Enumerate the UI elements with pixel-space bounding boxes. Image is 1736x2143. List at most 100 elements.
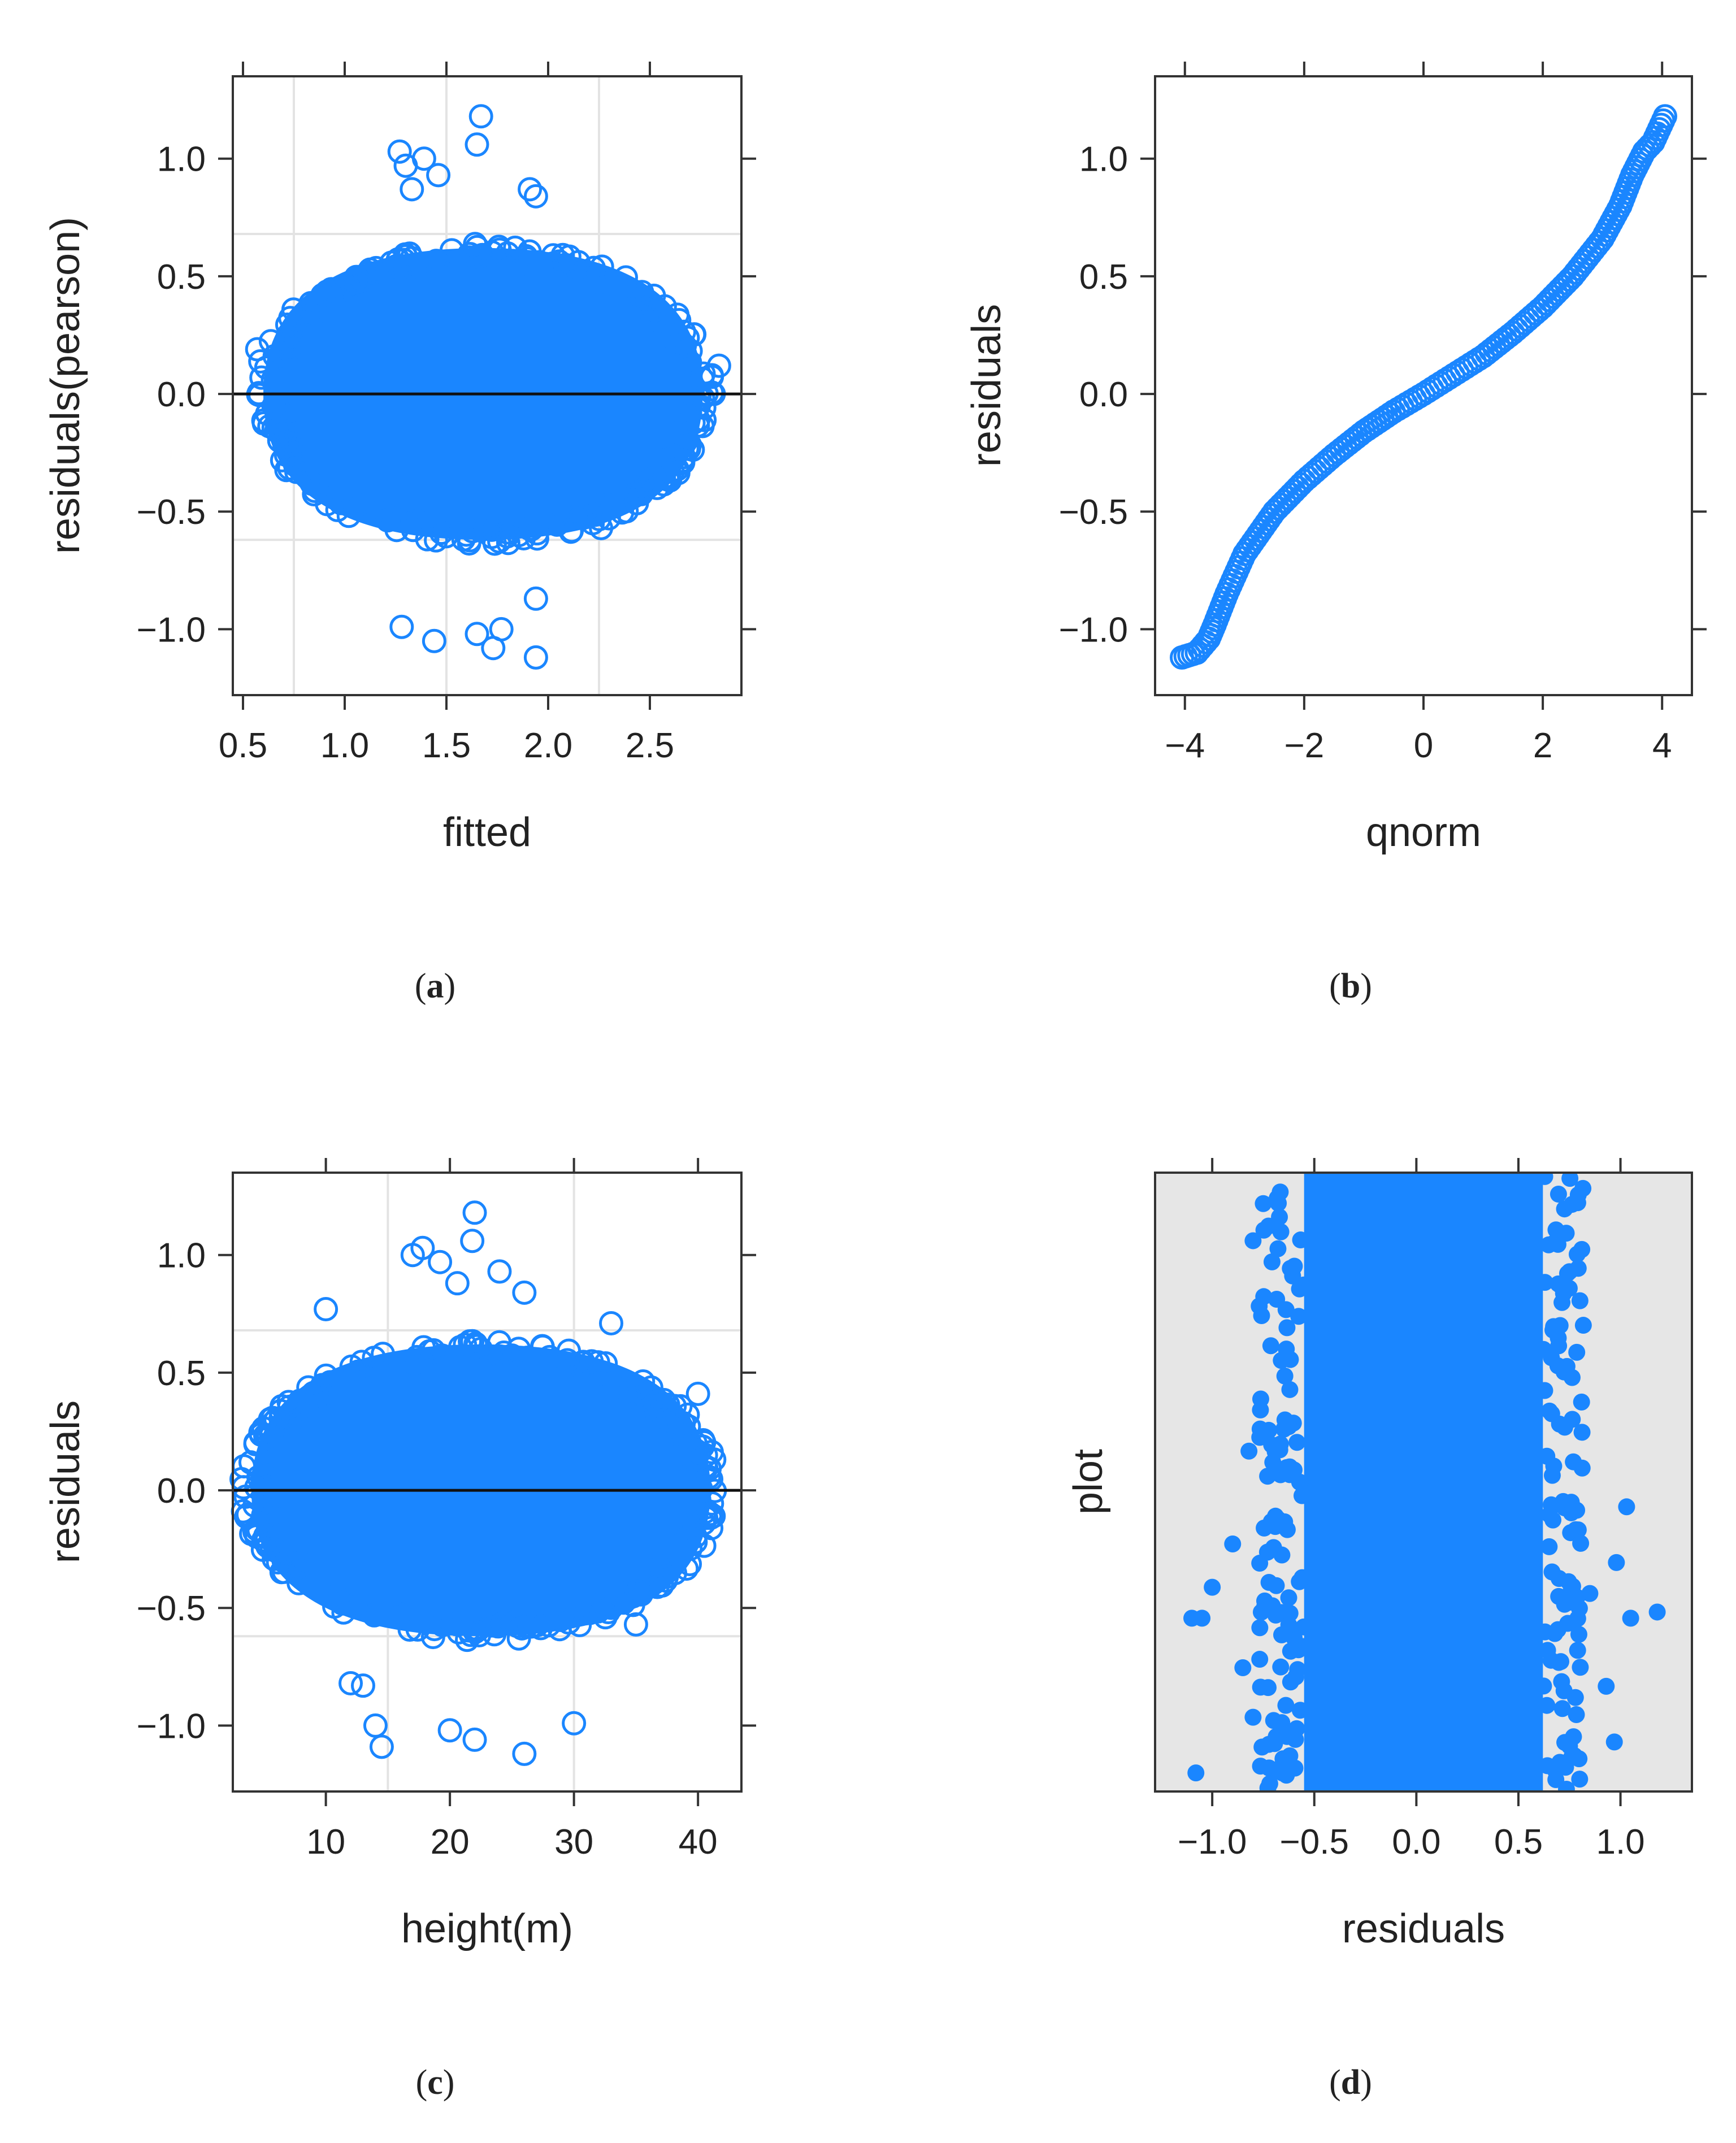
panel-d-point <box>1276 1411 1294 1429</box>
panel-a-point <box>397 241 422 266</box>
panel-d-point <box>1278 1767 1295 1784</box>
panel-a: 0.5 1.0 1.5 2.0 2.5−1.0−0.50.00.51.0 fitted … <box>43 62 756 1005</box>
panel-c-point <box>255 1425 280 1450</box>
panel-d-point <box>1272 1658 1290 1676</box>
panel-a-point <box>389 614 414 639</box>
panel-c-point <box>487 1259 512 1284</box>
panel-a-point <box>523 184 548 209</box>
panel-c-point <box>437 1718 462 1743</box>
panel-a-point <box>706 353 731 378</box>
panel-d-xtick-label: 0.5 <box>1494 1823 1543 1862</box>
panel-a-frame <box>232 75 743 696</box>
panel-d-point <box>1555 1285 1572 1302</box>
panel-d-point <box>1561 1173 1579 1187</box>
panel-a-ytick-label: 1.0 <box>157 140 206 179</box>
panel-a-point <box>527 250 552 275</box>
panel-a-point <box>479 524 504 549</box>
panel-c-ytick-label: −0.5 <box>137 1589 206 1628</box>
panel-a-point <box>665 302 690 327</box>
panel-d-point <box>1277 1697 1295 1714</box>
panel-a-xlabel: fitted <box>443 810 531 855</box>
panel-a-point <box>340 271 364 296</box>
panel-b-ytick-label: −0.5 <box>1059 493 1128 532</box>
panel-a-xtick-label: 2.0 <box>524 726 572 765</box>
panel-c-ytick-label: 0.0 <box>157 1472 206 1511</box>
panel-b-xtick-label: 0 <box>1414 726 1433 765</box>
panel-c-point <box>255 1474 280 1499</box>
panel-d-point <box>1262 1337 1279 1355</box>
panel-d-point <box>1568 1343 1586 1361</box>
panel-c-point <box>685 1381 710 1406</box>
panel-d-point <box>1251 1651 1269 1668</box>
panel-d-point <box>1535 1677 1552 1695</box>
panel-c-point <box>417 1339 442 1364</box>
panel-c-ytick-label: 0.5 <box>157 1354 206 1393</box>
panel-c-point <box>350 1673 375 1698</box>
panel-c-point <box>700 1491 724 1516</box>
panel-a-point <box>284 459 309 484</box>
panel-d-point <box>1618 1498 1635 1516</box>
panel-d-point <box>1288 1434 1306 1451</box>
panel-c-point <box>555 1348 580 1373</box>
panel-b-ylabel: residuals <box>964 304 1009 467</box>
panel-d-point-band <box>1304 1173 1543 1791</box>
panel-a-point <box>496 531 520 556</box>
panel-c-point <box>623 1612 648 1637</box>
panel-d-point <box>1282 1642 1299 1660</box>
panel-c-point <box>386 1602 411 1627</box>
panel-b-xtick-label: 4 <box>1652 726 1672 765</box>
panel-c-point <box>500 1343 524 1368</box>
panel-d-point <box>1569 1642 1586 1659</box>
panel-d-point <box>1543 1349 1560 1367</box>
panel-c-point <box>659 1408 684 1433</box>
panel-a-point <box>524 521 549 546</box>
panel-d-point <box>1556 1734 1574 1751</box>
panel-d-caption: (d) <box>1329 2063 1372 2102</box>
panel-c-point <box>420 1625 445 1650</box>
panel-a-point <box>463 232 488 257</box>
panel-b-point <box>1653 104 1677 129</box>
panel-a-point <box>682 322 706 347</box>
panel-d-point <box>1252 1390 1269 1408</box>
panel-d-point <box>1573 1240 1591 1258</box>
panel-c-point <box>648 1394 672 1418</box>
panel-d-axes: −1.0 −0.5 0.0 0.5 1.0 <box>1178 1158 1645 1862</box>
panel-a-point <box>614 265 639 290</box>
panel-d-xtick-label: 1.0 <box>1596 1823 1644 1862</box>
panel-c-frame <box>232 1172 743 1793</box>
panel-c-point <box>301 1381 326 1405</box>
panel-d-point <box>1270 1194 1287 1212</box>
panel-c-point <box>242 1493 267 1518</box>
panel-d-point <box>1281 1381 1299 1398</box>
panel-d-point <box>1557 1225 1575 1242</box>
panel-c-ytick-label: −1.0 <box>137 1707 206 1746</box>
panel-c-point <box>462 1200 487 1225</box>
panel-d-point <box>1291 1573 1308 1590</box>
panel-c-xtick-label: 30 <box>554 1823 593 1862</box>
panel-c-point <box>662 1394 687 1418</box>
panel-a-point <box>627 293 652 318</box>
panel-b-ytick-label: −1.0 <box>1059 610 1128 649</box>
panel-a-xtick-label: 0.5 <box>219 726 267 765</box>
panel-d-point <box>1553 1700 1571 1717</box>
panel-c-xtick-label: 40 <box>679 1823 718 1862</box>
panel-a-point <box>422 628 446 653</box>
panel-a-point <box>255 401 280 426</box>
panel-d-point <box>1280 1589 1297 1607</box>
panel-d-point <box>1572 1534 1590 1552</box>
panel-a-point <box>429 520 454 545</box>
panel-d-point <box>1571 1771 1589 1788</box>
panel-c-point <box>620 1584 645 1609</box>
panel-d-point <box>1549 1621 1566 1638</box>
panel-a-point <box>315 492 340 517</box>
panel-c-point <box>405 1617 430 1642</box>
panel-b-xtick-label: 2 <box>1533 726 1552 765</box>
panel-d-point <box>1571 1292 1589 1309</box>
panel-c-point <box>314 1363 338 1388</box>
panel-d-point <box>1598 1677 1615 1695</box>
panel-c-point <box>410 1235 435 1260</box>
panel-a-point <box>451 527 476 552</box>
panel-c-point <box>338 1671 363 1695</box>
panel-d-xtick-label: −0.5 <box>1280 1823 1349 1862</box>
panel-b-xtick-label: −4 <box>1165 726 1205 765</box>
